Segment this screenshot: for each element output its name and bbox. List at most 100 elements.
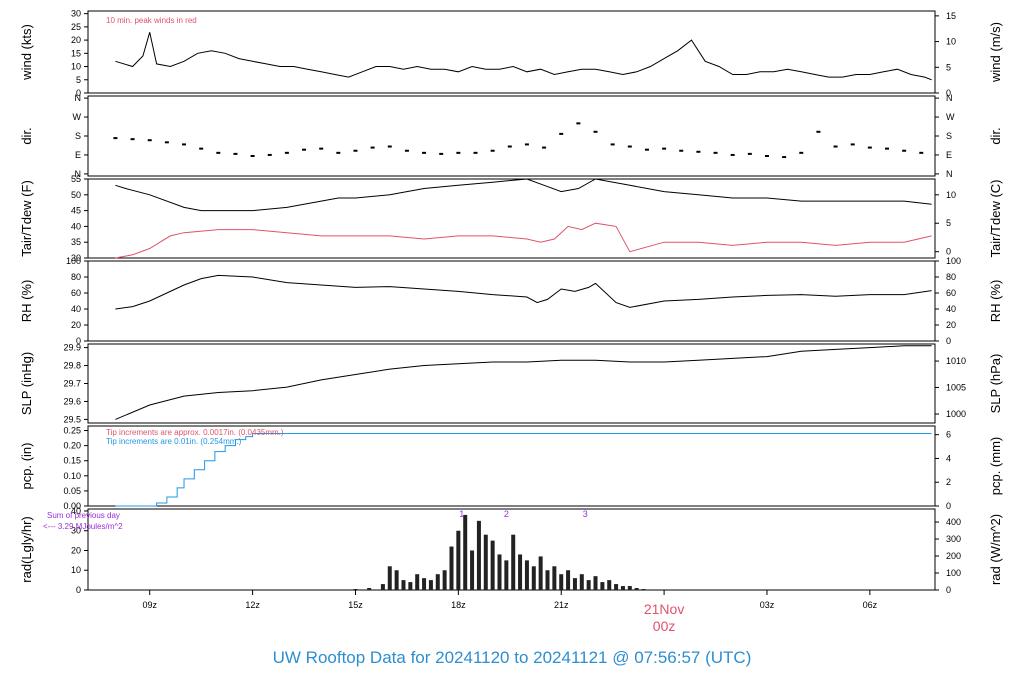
ytick-label: 60 xyxy=(71,288,81,298)
ytick-label: S xyxy=(75,131,81,141)
panel-wind xyxy=(84,10,939,94)
ytick-right-label: 0 xyxy=(946,585,951,595)
ytick-label: W xyxy=(73,112,82,122)
ytick-right-label: 5 xyxy=(946,218,951,228)
xtick-label: 06z xyxy=(863,600,878,610)
ytick-right-label: S xyxy=(946,131,952,141)
ytick-right-label: E xyxy=(946,150,952,160)
ytick-label: 30 xyxy=(71,9,81,19)
rad-marker-3: 3 xyxy=(583,509,588,519)
rad-bar xyxy=(518,554,523,590)
rad-marker-2: 2 xyxy=(504,509,509,519)
rad-bar xyxy=(572,578,577,590)
rad-bar xyxy=(634,588,639,590)
ytick-label: 0.20 xyxy=(63,441,81,451)
ytick-label: 40 xyxy=(71,506,81,516)
ytick-right-label: 0 xyxy=(946,501,951,511)
ytick-label: 45 xyxy=(71,206,81,216)
rad-bar xyxy=(428,580,433,590)
rad-bar xyxy=(380,584,385,590)
panel-frame-rh xyxy=(87,260,936,342)
panel-slp xyxy=(84,343,939,424)
ytick-right-label: 15 xyxy=(946,11,956,21)
ylabel-rh: RH (%) xyxy=(19,280,34,323)
panel-frame-dir xyxy=(87,95,936,177)
panel-frame-wind xyxy=(87,10,936,94)
ylabel-temp: Tair/Tdew (F) xyxy=(19,180,34,257)
ytick-label: 29.9 xyxy=(63,343,81,353)
ylabel-rad: rad(Lgly/hr) xyxy=(19,516,34,582)
rad-bar xyxy=(559,574,564,590)
ylabel-right-rad: rad (W/m^2) xyxy=(988,514,1003,585)
ytick-label: 35 xyxy=(71,237,81,247)
ytick-label: 0.05 xyxy=(63,486,81,496)
rad-marker-1: 1 xyxy=(459,509,464,519)
date-label: 21Nov xyxy=(644,601,684,617)
ytick-right-label: 100 xyxy=(946,256,961,266)
ytick-right-label: 0 xyxy=(946,247,951,257)
ytick-right-label: W xyxy=(946,112,955,122)
ytick-right-label: 100 xyxy=(946,568,961,578)
ylabel-right-slp: SLP (hPa) xyxy=(988,354,1003,414)
ytick-label: 0.15 xyxy=(63,456,81,466)
ytick-right-label: 1010 xyxy=(946,356,966,366)
rad-bar xyxy=(476,520,481,590)
xtick-label: 15z xyxy=(348,600,363,610)
panel-rh xyxy=(84,260,939,342)
ytick-label: 15 xyxy=(71,48,81,58)
ytick-label: 100 xyxy=(66,256,81,266)
rad-bar xyxy=(401,580,406,590)
ytick-right-label: N xyxy=(946,93,953,103)
rad-bar xyxy=(367,588,372,590)
ytick-label: 0 xyxy=(76,336,81,346)
series-line-temp-1 xyxy=(115,222,932,259)
ytick-label: N xyxy=(75,169,82,179)
ylabel-pcp: pcp. (in) xyxy=(19,443,34,490)
xtick-label: 12z xyxy=(245,600,260,610)
ytick-label: 25 xyxy=(71,22,81,32)
ytick-label: 0 xyxy=(76,585,81,595)
panel-frame-temp xyxy=(87,178,936,259)
rad-bar xyxy=(497,554,502,590)
rad-bar xyxy=(607,580,612,590)
ylabel-right-wind: wind (m/s) xyxy=(988,22,1003,83)
ytick-label: 20 xyxy=(71,35,81,45)
ytick-right-label: 60 xyxy=(946,288,956,298)
ytick-label: N xyxy=(75,93,82,103)
ytick-right-label: 2 xyxy=(946,477,951,487)
rad-bar xyxy=(470,550,475,590)
ytick-label: 0.25 xyxy=(63,426,81,436)
panel-frame-pcp xyxy=(87,425,936,507)
series-line-rh-0 xyxy=(115,274,932,310)
ytick-label: E xyxy=(75,150,81,160)
pcp-annotation-1: Tip increments are approx. 0.0017in. (0.… xyxy=(106,428,284,437)
series-line-slp-0 xyxy=(115,345,932,420)
ytick-right-label: 300 xyxy=(946,534,961,544)
ytick-right-label: 80 xyxy=(946,272,956,282)
ytick-right-label: 6 xyxy=(946,430,951,440)
ytick-label: 29.5 xyxy=(63,414,81,424)
rad-bar xyxy=(387,566,392,590)
rad-bar xyxy=(511,534,516,590)
series-line-pcp-0 xyxy=(115,433,932,507)
ytick-right-label: 10 xyxy=(946,37,956,47)
ylabel-right-rh: RH (%) xyxy=(988,280,1003,323)
rad-bar xyxy=(614,584,619,590)
ytick-right-label: 400 xyxy=(946,517,961,527)
xtick-label: 18z xyxy=(451,600,466,610)
ytick-label: 20 xyxy=(71,545,81,555)
ytick-label: 50 xyxy=(71,190,81,200)
rad-bar xyxy=(353,589,358,590)
rad-bar xyxy=(641,589,646,590)
ytick-right-label: 40 xyxy=(946,304,956,314)
ytick-right-label: 20 xyxy=(946,320,956,330)
rad-bar xyxy=(586,580,591,590)
panel-rad xyxy=(84,508,939,591)
ytick-label: 29.7 xyxy=(63,379,81,389)
rad-bar xyxy=(442,570,447,590)
rad-bar xyxy=(620,586,625,590)
ytick-label: 0 xyxy=(76,88,81,98)
ytick-label: 0.00 xyxy=(63,501,81,511)
ytick-label: 20 xyxy=(71,320,81,330)
